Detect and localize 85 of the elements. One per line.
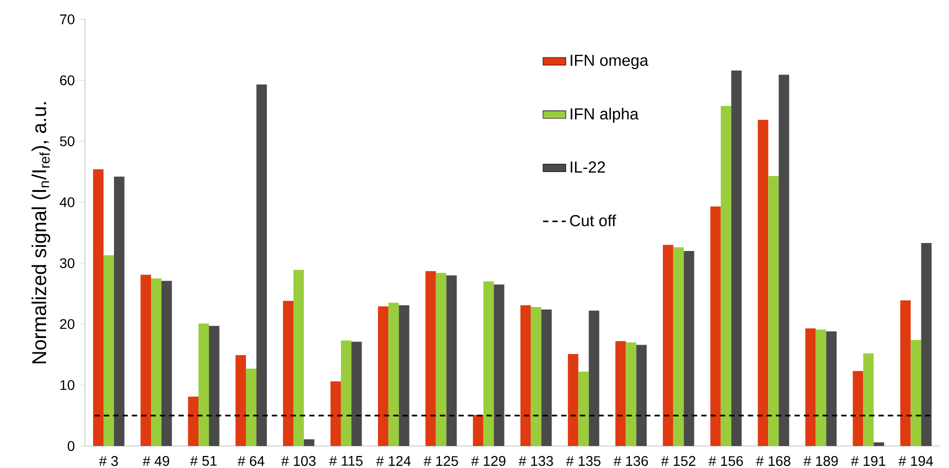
bar	[398, 305, 410, 446]
bar	[921, 243, 932, 446]
x-tick-label: # 124	[376, 456, 411, 466]
y-tick-label: 10	[60, 380, 74, 390]
bar	[283, 300, 294, 446]
bar	[436, 272, 446, 446]
bar	[161, 280, 172, 446]
bar	[151, 278, 162, 446]
bar	[578, 372, 589, 446]
x-tick-label: # 152	[661, 456, 696, 466]
bar	[472, 414, 484, 446]
bar	[388, 302, 399, 446]
bar	[114, 176, 124, 446]
bar	[140, 274, 152, 446]
bar	[778, 74, 790, 446]
bar	[588, 310, 600, 446]
bar	[104, 255, 114, 446]
bar	[208, 326, 220, 446]
x-tick-label: # 125	[424, 456, 458, 466]
x-tick-label: # 189	[804, 456, 838, 466]
bar	[198, 323, 209, 446]
bar	[304, 439, 314, 446]
bar	[910, 340, 922, 446]
bar	[863, 353, 874, 446]
bar	[246, 368, 256, 446]
x-tick-label: # 49	[142, 456, 170, 466]
legend-label: IL-22	[570, 161, 605, 173]
y-axis-title: Normalized signal (I$_{n}$/I$_{ref}$), a.u.	[32, 102, 50, 364]
x-tick-label: # 136	[614, 456, 648, 466]
bar	[446, 275, 457, 446]
bar	[494, 284, 504, 446]
bar	[636, 344, 647, 446]
bar	[805, 328, 816, 446]
bar	[874, 442, 884, 446]
bar	[351, 342, 362, 446]
bar	[662, 244, 674, 446]
bar	[541, 309, 552, 446]
bar	[530, 307, 542, 446]
x-tick-label: # 168	[756, 456, 790, 466]
y-tick-label: 60	[60, 75, 74, 86]
x-tick-label: # 129	[471, 456, 506, 466]
bar	[483, 281, 494, 446]
x-tick-label: # 64	[238, 456, 264, 466]
bar	[256, 84, 267, 446]
bar	[236, 355, 246, 446]
bar	[340, 340, 352, 446]
bar	[673, 247, 684, 446]
y-tick-label: 20	[60, 319, 74, 330]
x-tick-label: # 3	[99, 456, 118, 466]
bar	[615, 341, 626, 446]
y-tick-label: 30	[60, 258, 74, 268]
bar	[826, 331, 837, 446]
y-tick-label: 50	[60, 136, 74, 146]
bar	[768, 176, 779, 446]
bar	[816, 330, 826, 446]
bar	[568, 354, 578, 446]
bar	[520, 305, 531, 446]
x-tick-label: # 194	[898, 456, 934, 466]
bar	[731, 70, 742, 446]
bar	[684, 250, 694, 446]
bar	[720, 106, 732, 446]
bar	[626, 342, 636, 446]
x-tick-label: # 156	[708, 456, 743, 466]
x-tick-label: # 51	[190, 456, 217, 466]
y-tick-label: 0	[68, 441, 74, 451]
x-tick-label: # 133	[518, 456, 553, 466]
bar	[330, 381, 341, 446]
bar	[188, 396, 198, 446]
bar	[425, 271, 436, 446]
bar	[93, 169, 104, 446]
y-tick-label: 70	[60, 14, 74, 24]
bar	[900, 300, 911, 446]
legend-label: IFN omega	[570, 54, 648, 70]
bar	[758, 120, 768, 446]
x-tick-label: # 103	[281, 456, 316, 466]
y-tick-label: 40	[60, 197, 74, 208]
x-tick-label: # 191	[851, 456, 886, 466]
bar	[378, 306, 388, 446]
bar	[293, 270, 304, 446]
bar	[852, 371, 864, 446]
x-tick-label: # 115	[329, 456, 363, 466]
bar	[710, 206, 721, 446]
x-tick-label: # 135	[566, 456, 600, 466]
legend-label: IFN alpha	[570, 108, 639, 123]
legend-label: Cut off	[570, 214, 616, 226]
